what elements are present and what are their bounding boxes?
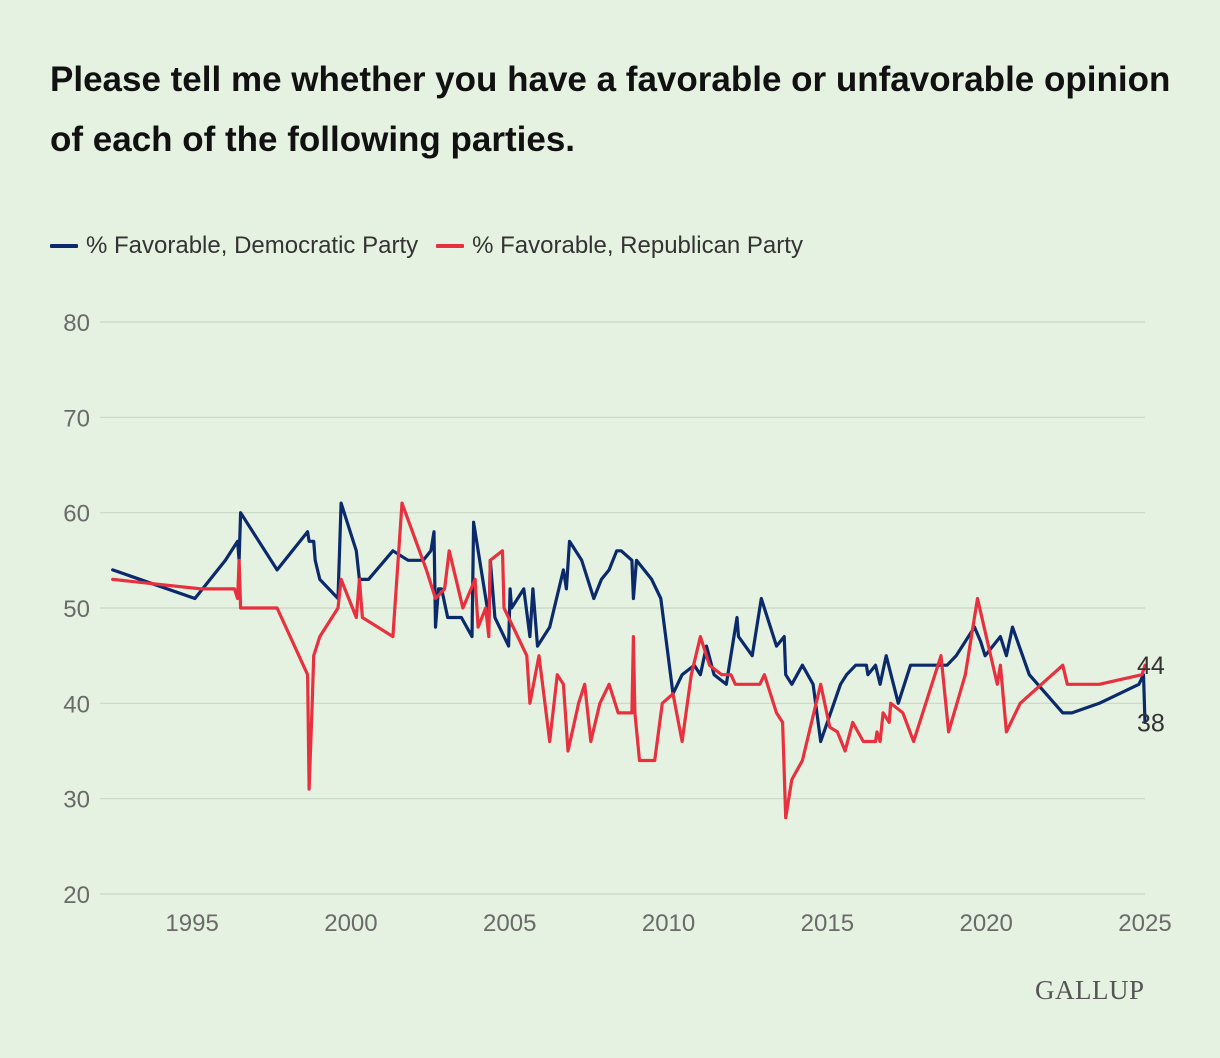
legend-label-democratic: % Favorable, Democratic Party [86, 232, 419, 259]
y-tick-label-70: 70 [63, 405, 90, 432]
legend-swatch-democratic [50, 244, 78, 248]
chart-legend: % Favorable, Democratic Party % Favorabl… [50, 228, 821, 264]
y-tick-label-60: 60 [63, 501, 90, 528]
y-tick-label-20: 20 [63, 882, 90, 909]
y-tick-label-50: 50 [63, 596, 90, 623]
legend-item-democratic: % Favorable, Democratic Party [50, 232, 418, 260]
x-tick-label-2015: 2015 [801, 910, 854, 937]
x-tick-label-2000: 2000 [324, 910, 377, 937]
chart-title: Please tell me whether you have a favora… [50, 60, 1171, 159]
gallup-logo: GALLUP [1035, 975, 1145, 1005]
legend-label-republican: % Favorable, Republican Party [472, 232, 803, 259]
y-tick-label-40: 40 [63, 691, 90, 718]
x-tick-label-1995: 1995 [165, 910, 218, 937]
series-line-democratic [111, 501, 1147, 744]
legend-swatch-republican [436, 244, 465, 248]
end-label-republican: 44 [1137, 652, 1165, 680]
y-tick-label-80: 80 [63, 310, 90, 337]
end-label-democratic: 38 [1137, 709, 1165, 737]
x-tick-label-2020: 2020 [959, 910, 1012, 937]
x-tick-label-2010: 2010 [642, 910, 695, 937]
legend-item-republican: % Favorable, Republican Party [436, 232, 803, 260]
series-line-republican [111, 501, 1147, 820]
x-tick-label-2025: 2025 [1118, 910, 1171, 937]
y-tick-label-30: 30 [63, 787, 90, 814]
x-tick-label-2005: 2005 [483, 910, 536, 937]
